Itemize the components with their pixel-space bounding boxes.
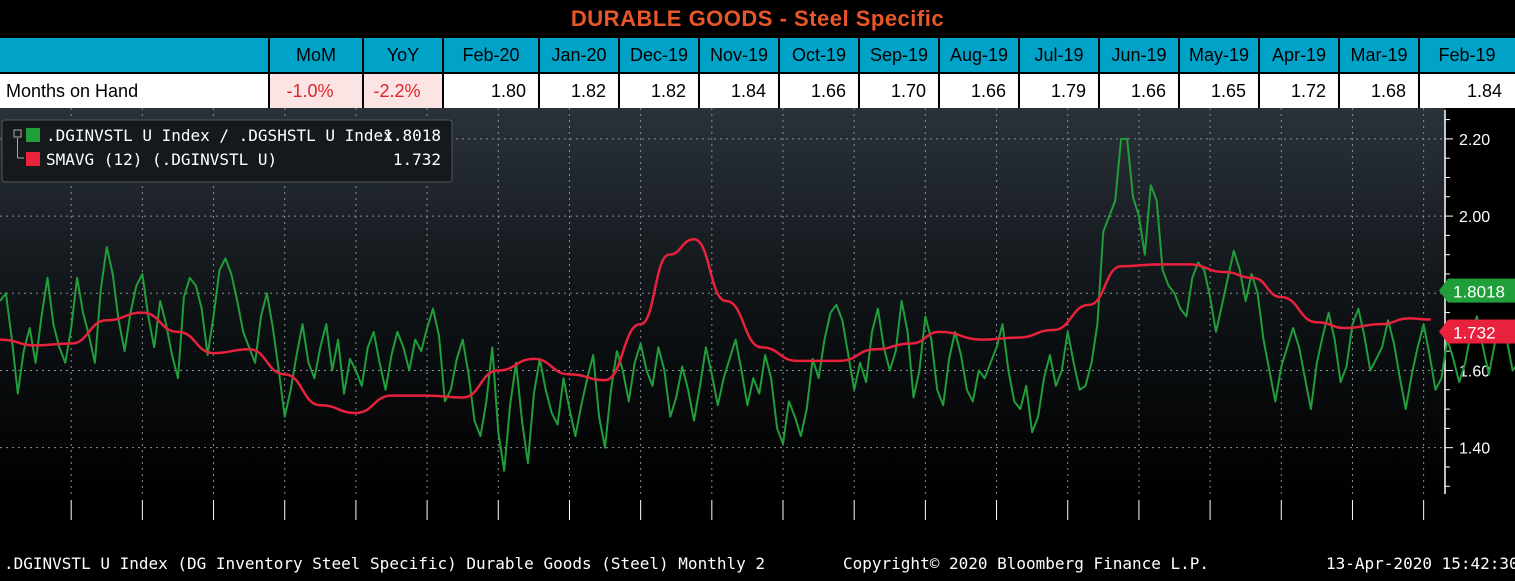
- table-header-corner: [0, 38, 270, 72]
- y-tick-label: 2.20: [1459, 132, 1490, 149]
- chart-title-bar: DURABLE GOODS - Steel Specific: [0, 0, 1515, 38]
- table-cell: 1.84: [700, 74, 780, 108]
- legend-box: [1, 119, 453, 183]
- column-header: Jul-19: [1020, 38, 1100, 72]
- footer-source: .DGINVSTL U Index (DG Inventory Steel Sp…: [4, 554, 765, 573]
- table-value-row: Months on Hand -1.0% -2.2% 1.80 1.82 1.82 1.84…: [0, 74, 1515, 108]
- legend-value: 1.732: [393, 150, 441, 169]
- row-label: Months on Hand: [0, 74, 270, 108]
- series-line-smavg: [0, 237, 1431, 415]
- column-header: Jun-19: [1100, 38, 1180, 72]
- summary-table: MoM YoY Feb-20 Jan-20 Dec-19 Nov-19 Oct-19 Sep-…: [0, 38, 1515, 108]
- column-header: Feb-19: [1438, 44, 1496, 65]
- table-cell: 1.68: [1340, 74, 1420, 108]
- chart-title: DURABLE GOODS - Steel Specific: [570, 6, 945, 31]
- column-header: Dec-19: [620, 38, 700, 72]
- series-line-ratio: [0, 137, 1515, 472]
- table-cell: 1.66: [780, 74, 860, 108]
- legend-label: .DGINVSTL U Index / .DGSHSTL U Index: [46, 126, 393, 145]
- table-cell: 1.66: [940, 74, 1020, 108]
- table-cell: 1.72: [1260, 74, 1340, 108]
- legend-collapse-icon: [13, 129, 22, 138]
- last-value-smavg-pointer: [1439, 319, 1448, 344]
- line-chart: 1.401.602.002.20200020012002200320042005…: [0, 108, 1515, 520]
- table-cell: 1.66: [1100, 74, 1180, 108]
- table-cell: 1.70: [860, 74, 940, 108]
- column-header: Mar-19: [1340, 38, 1420, 72]
- last-value-ratio-pointer: [1439, 278, 1448, 303]
- table-header-row: MoM YoY Feb-20 Jan-20 Dec-19 Nov-19 Oct-19 Sep-…: [0, 38, 1515, 72]
- column-header: Apr-19: [1260, 38, 1340, 72]
- table-cell: 1.84: [1466, 80, 1502, 101]
- last-value-ratio: 1.8018: [1453, 283, 1505, 302]
- footer: .DGINVSTL U Index (DG Inventory Steel Sp…: [0, 552, 1515, 581]
- column-header: Feb-20: [444, 38, 540, 72]
- y-tick-label: 2.00: [1459, 209, 1490, 226]
- column-header: Sep-19: [860, 38, 940, 72]
- table-cell: 1.82: [620, 74, 700, 108]
- table-cell: 1.79: [1020, 74, 1100, 108]
- table-cell: 1.82: [540, 74, 620, 108]
- column-header: Aug-19: [940, 38, 1020, 72]
- last-value-ratio-bg: [1448, 278, 1515, 303]
- column-header: YoY: [364, 38, 444, 72]
- last-value-smavg: 1.732: [1453, 324, 1496, 343]
- footer-copyright: Copyright© 2020 Bloomberg Finance L.P.: [843, 554, 1210, 573]
- column-header: Nov-19: [700, 38, 780, 72]
- table-cell: 1.80: [444, 74, 540, 108]
- legend-value: 1.8018: [383, 126, 441, 145]
- column-header: MoM: [270, 38, 364, 72]
- column-header: May-19: [1180, 38, 1260, 72]
- y-tick-label: 1.60: [1459, 363, 1490, 380]
- table-cell: -1.0%: [270, 74, 364, 108]
- legend-swatch: [26, 128, 40, 142]
- column-header: Jan-20: [540, 38, 620, 72]
- last-value-smavg-bg: [1448, 319, 1515, 344]
- column-header: Oct-19: [780, 38, 860, 72]
- table-cell: 1.65: [1180, 74, 1260, 108]
- footer-timestamp: 13-Apr-2020 15:42:30: [1326, 554, 1515, 573]
- table-cell: -2.2%: [364, 74, 444, 108]
- legend-swatch: [26, 152, 40, 166]
- y-tick-label: 1.40: [1459, 441, 1490, 458]
- legend-label: SMAVG (12) (.DGINVSTL U): [46, 150, 277, 169]
